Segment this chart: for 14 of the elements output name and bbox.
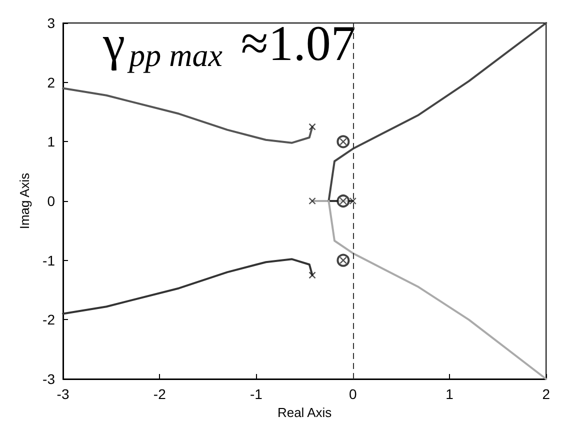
- y-tick-label: -3: [42, 371, 56, 387]
- y-tick-label: 0: [47, 193, 56, 209]
- y-tick-label: 2: [47, 74, 56, 90]
- y-tick-label: 1: [47, 134, 56, 150]
- y-axis-title: Imag Axis: [17, 172, 32, 230]
- x-tick-label: 1: [446, 386, 454, 402]
- x-tick-label: -1: [250, 386, 263, 402]
- y-tick-label: -1: [42, 252, 56, 268]
- x-tick-label: 2: [542, 386, 550, 402]
- x-tick-label: -2: [153, 386, 166, 402]
- y-tick-label: 3: [47, 15, 56, 31]
- x-axis-title: Real Axis: [277, 404, 332, 420]
- y-tick-label: -2: [42, 312, 56, 328]
- x-tick-label: 0: [348, 386, 357, 402]
